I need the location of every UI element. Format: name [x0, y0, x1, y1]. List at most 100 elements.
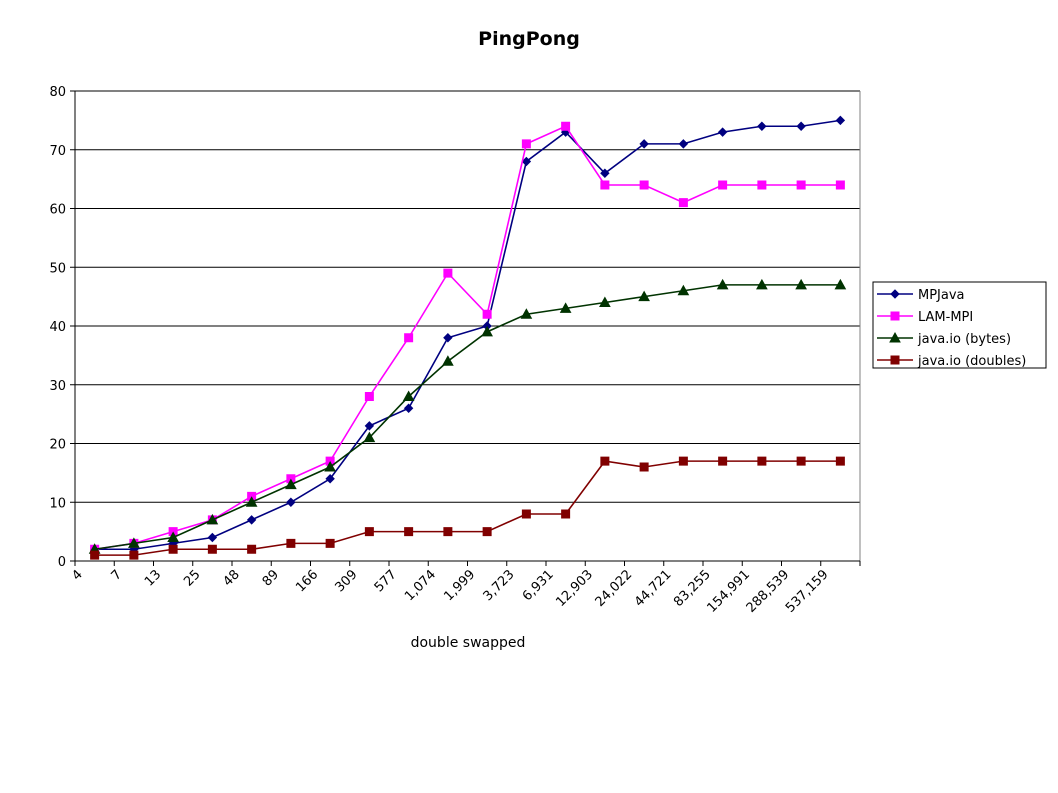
data-point [600, 456, 610, 466]
data-point [363, 431, 376, 443]
x-tick-label: 89 [260, 567, 282, 589]
x-tick-label: 3,723 [481, 567, 518, 604]
series-1 [90, 121, 845, 554]
data-point [834, 278, 847, 290]
x-axis: 4 7 13 25 48 89 166 309 577 1,074 1,999 3,723 6,9311… [69, 560, 861, 616]
data-point [890, 311, 900, 321]
series-line [94, 460, 841, 556]
y-tick-label-30: 30 [49, 379, 66, 394]
data-point [324, 460, 336, 472]
x-tick-label: 25 [181, 567, 203, 589]
chart-title: PingPong [478, 28, 580, 50]
data-point [325, 474, 335, 484]
series-line [94, 284, 841, 551]
x-tick-label: 12,903 [553, 567, 596, 610]
data-point [207, 532, 218, 543]
data-point [364, 421, 375, 431]
x-tick-label: 1,999 [441, 567, 478, 604]
x-tick-label: 24,022 [593, 567, 636, 610]
data-point [890, 355, 900, 365]
y-tick-label-60: 60 [49, 203, 66, 218]
data-point [90, 550, 100, 560]
legend-box [872, 281, 1047, 369]
legend-item-2: java.io (bytes) [877, 331, 1011, 347]
data-point [678, 456, 688, 466]
data-point [482, 527, 492, 537]
data-point [285, 478, 297, 490]
data-point [129, 550, 139, 560]
data-point [521, 156, 532, 167]
legend-item-0: MPJava [877, 288, 965, 303]
series-3 [90, 456, 845, 560]
data-point [717, 127, 728, 137]
data-point [835, 456, 845, 466]
data-point [168, 544, 178, 554]
x-tick-label: 6,931 [520, 567, 557, 604]
data-point [443, 268, 453, 278]
y-tick-label-10: 10 [49, 496, 66, 511]
x-tick-label: 7 [109, 567, 125, 583]
data-point [677, 284, 690, 296]
data-point [678, 139, 689, 149]
data-point [207, 544, 217, 554]
data-point [835, 115, 846, 126]
legend-item-1: LAM-MPI [877, 310, 973, 325]
data-point [521, 509, 531, 519]
data-point [718, 456, 728, 466]
x-tick-label: 537,159 [783, 567, 832, 616]
legend-label: java.io (bytes) [917, 332, 1011, 347]
data-point [718, 180, 728, 190]
legend-label: MPJava [918, 288, 965, 303]
gridlines [75, 90, 860, 503]
data-point [889, 331, 901, 343]
data-point [403, 403, 414, 413]
data-point [404, 333, 414, 343]
series-line [94, 119, 841, 551]
data-point [443, 333, 453, 343]
data-point [639, 180, 649, 190]
data-point [796, 121, 806, 131]
data-point [481, 325, 493, 337]
series-0 [89, 115, 846, 554]
x-tick-label: 166 [293, 567, 321, 595]
x-tick-label: 577 [372, 567, 400, 595]
y-tick-label-0: 0 [58, 555, 66, 570]
data-point [128, 537, 140, 548]
data-point [796, 180, 806, 190]
data-point [402, 390, 415, 401]
data-point [286, 497, 296, 507]
y-tick-label-70: 70 [49, 144, 66, 159]
legend-label: java.io (doubles) [917, 354, 1026, 369]
data-point [757, 121, 767, 131]
data-point [520, 308, 533, 319]
x-axis-title: double swapped [411, 635, 526, 651]
data-point [678, 198, 688, 208]
data-point [639, 139, 649, 149]
data-point [835, 180, 845, 190]
data-point [245, 496, 258, 507]
data-point [757, 456, 767, 466]
data-point [442, 355, 454, 366]
data-point [639, 462, 649, 472]
data-point [757, 180, 767, 190]
x-tick-label: 4 [69, 567, 85, 583]
y-tick-label-40: 40 [49, 320, 66, 335]
series-line [94, 125, 841, 551]
data-point [443, 527, 453, 537]
x-tick-label: 13 [142, 567, 164, 589]
data-point [364, 392, 374, 401]
y-tick-label-50: 50 [49, 261, 66, 276]
data-point [404, 527, 414, 537]
data-point [364, 527, 374, 537]
x-tick-label: 44,721 [632, 567, 675, 610]
data-point [559, 302, 572, 313]
data-point [286, 538, 296, 548]
data-point [206, 513, 219, 525]
y-tick-label-20: 20 [49, 438, 66, 453]
data-point [795, 278, 807, 290]
data-point [561, 509, 571, 519]
data-point [796, 456, 806, 466]
legend-item-3: java.io (doubles) [877, 354, 1026, 369]
data-point [482, 309, 492, 319]
data-point [521, 139, 531, 149]
